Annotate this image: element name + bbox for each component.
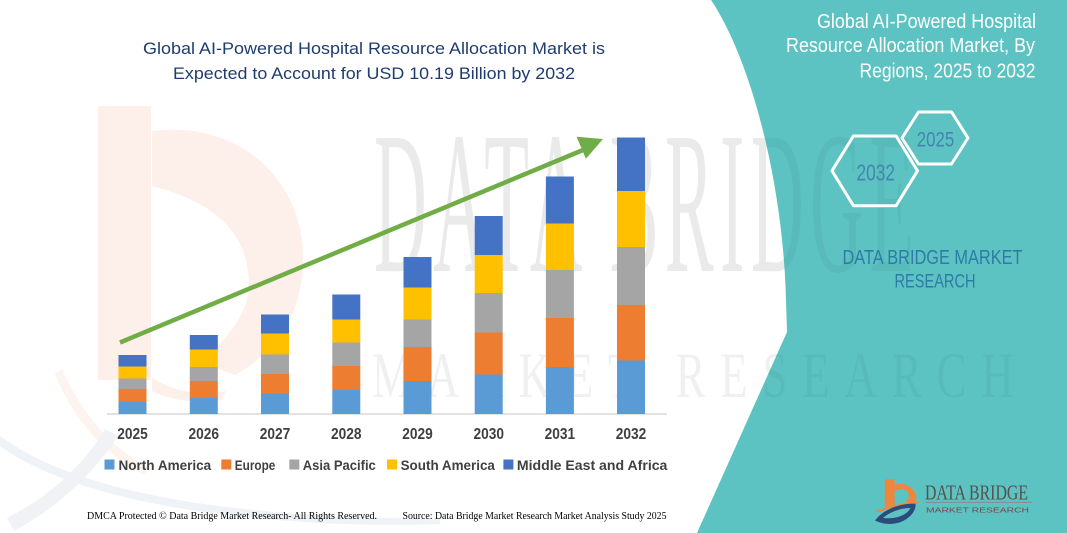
svg-text:2025: 2025	[917, 129, 955, 152]
svg-text:2027: 2027	[260, 426, 291, 443]
svg-text:DATA BRIDGE: DATA BRIDGE	[374, 91, 921, 316]
svg-text:2032: 2032	[616, 426, 647, 443]
svg-text:2030: 2030	[473, 426, 504, 443]
svg-text:RESEARCH: RESEARCH	[895, 271, 976, 292]
svg-text:Global AI-Powered Hospital: Global AI-Powered Hospital	[817, 10, 1036, 33]
svg-text:Resource Allocation Market, By: Resource Allocation Market, By	[786, 34, 1036, 57]
svg-text:Asia Pacific: Asia Pacific	[303, 457, 376, 473]
svg-text:2031: 2031	[545, 426, 576, 443]
svg-text:2026: 2026	[189, 426, 220, 443]
svg-text:MARKET RESEARCH: MARKET RESEARCH	[372, 340, 1028, 412]
svg-text:Expected to Account for USD 10: Expected to Account for USD 10.19 Billio…	[173, 64, 575, 83]
svg-text:Source: Data Bridge Market Res: Source: Data Bridge Market Research Mark…	[403, 510, 667, 522]
svg-text:DATA BRIDGE MARKET: DATA BRIDGE MARKET	[843, 247, 1023, 269]
svg-text:2028: 2028	[331, 426, 362, 443]
svg-text:DMCA Protected © Data Bridge M: DMCA Protected © Data Bridge Market Rese…	[87, 510, 377, 522]
svg-text:Regions, 2025 to 2032: Regions, 2025 to 2032	[860, 59, 1036, 82]
svg-text:Middle East and Africa: Middle East and Africa	[517, 457, 668, 473]
svg-text:Europe: Europe	[235, 457, 276, 473]
svg-text:North America: North America	[119, 457, 212, 473]
svg-text:2032: 2032	[857, 160, 896, 186]
svg-text:DATA BRIDGE: DATA BRIDGE	[925, 481, 1028, 505]
svg-text:South America: South America	[401, 457, 496, 473]
svg-text:MARKET RESEARCH: MARKET RESEARCH	[926, 507, 1029, 514]
svg-text:2025: 2025	[117, 426, 148, 443]
svg-text:Global AI-Powered Hospital Res: Global AI-Powered Hospital Resource Allo…	[143, 39, 605, 58]
svg-text:2029: 2029	[402, 426, 433, 443]
